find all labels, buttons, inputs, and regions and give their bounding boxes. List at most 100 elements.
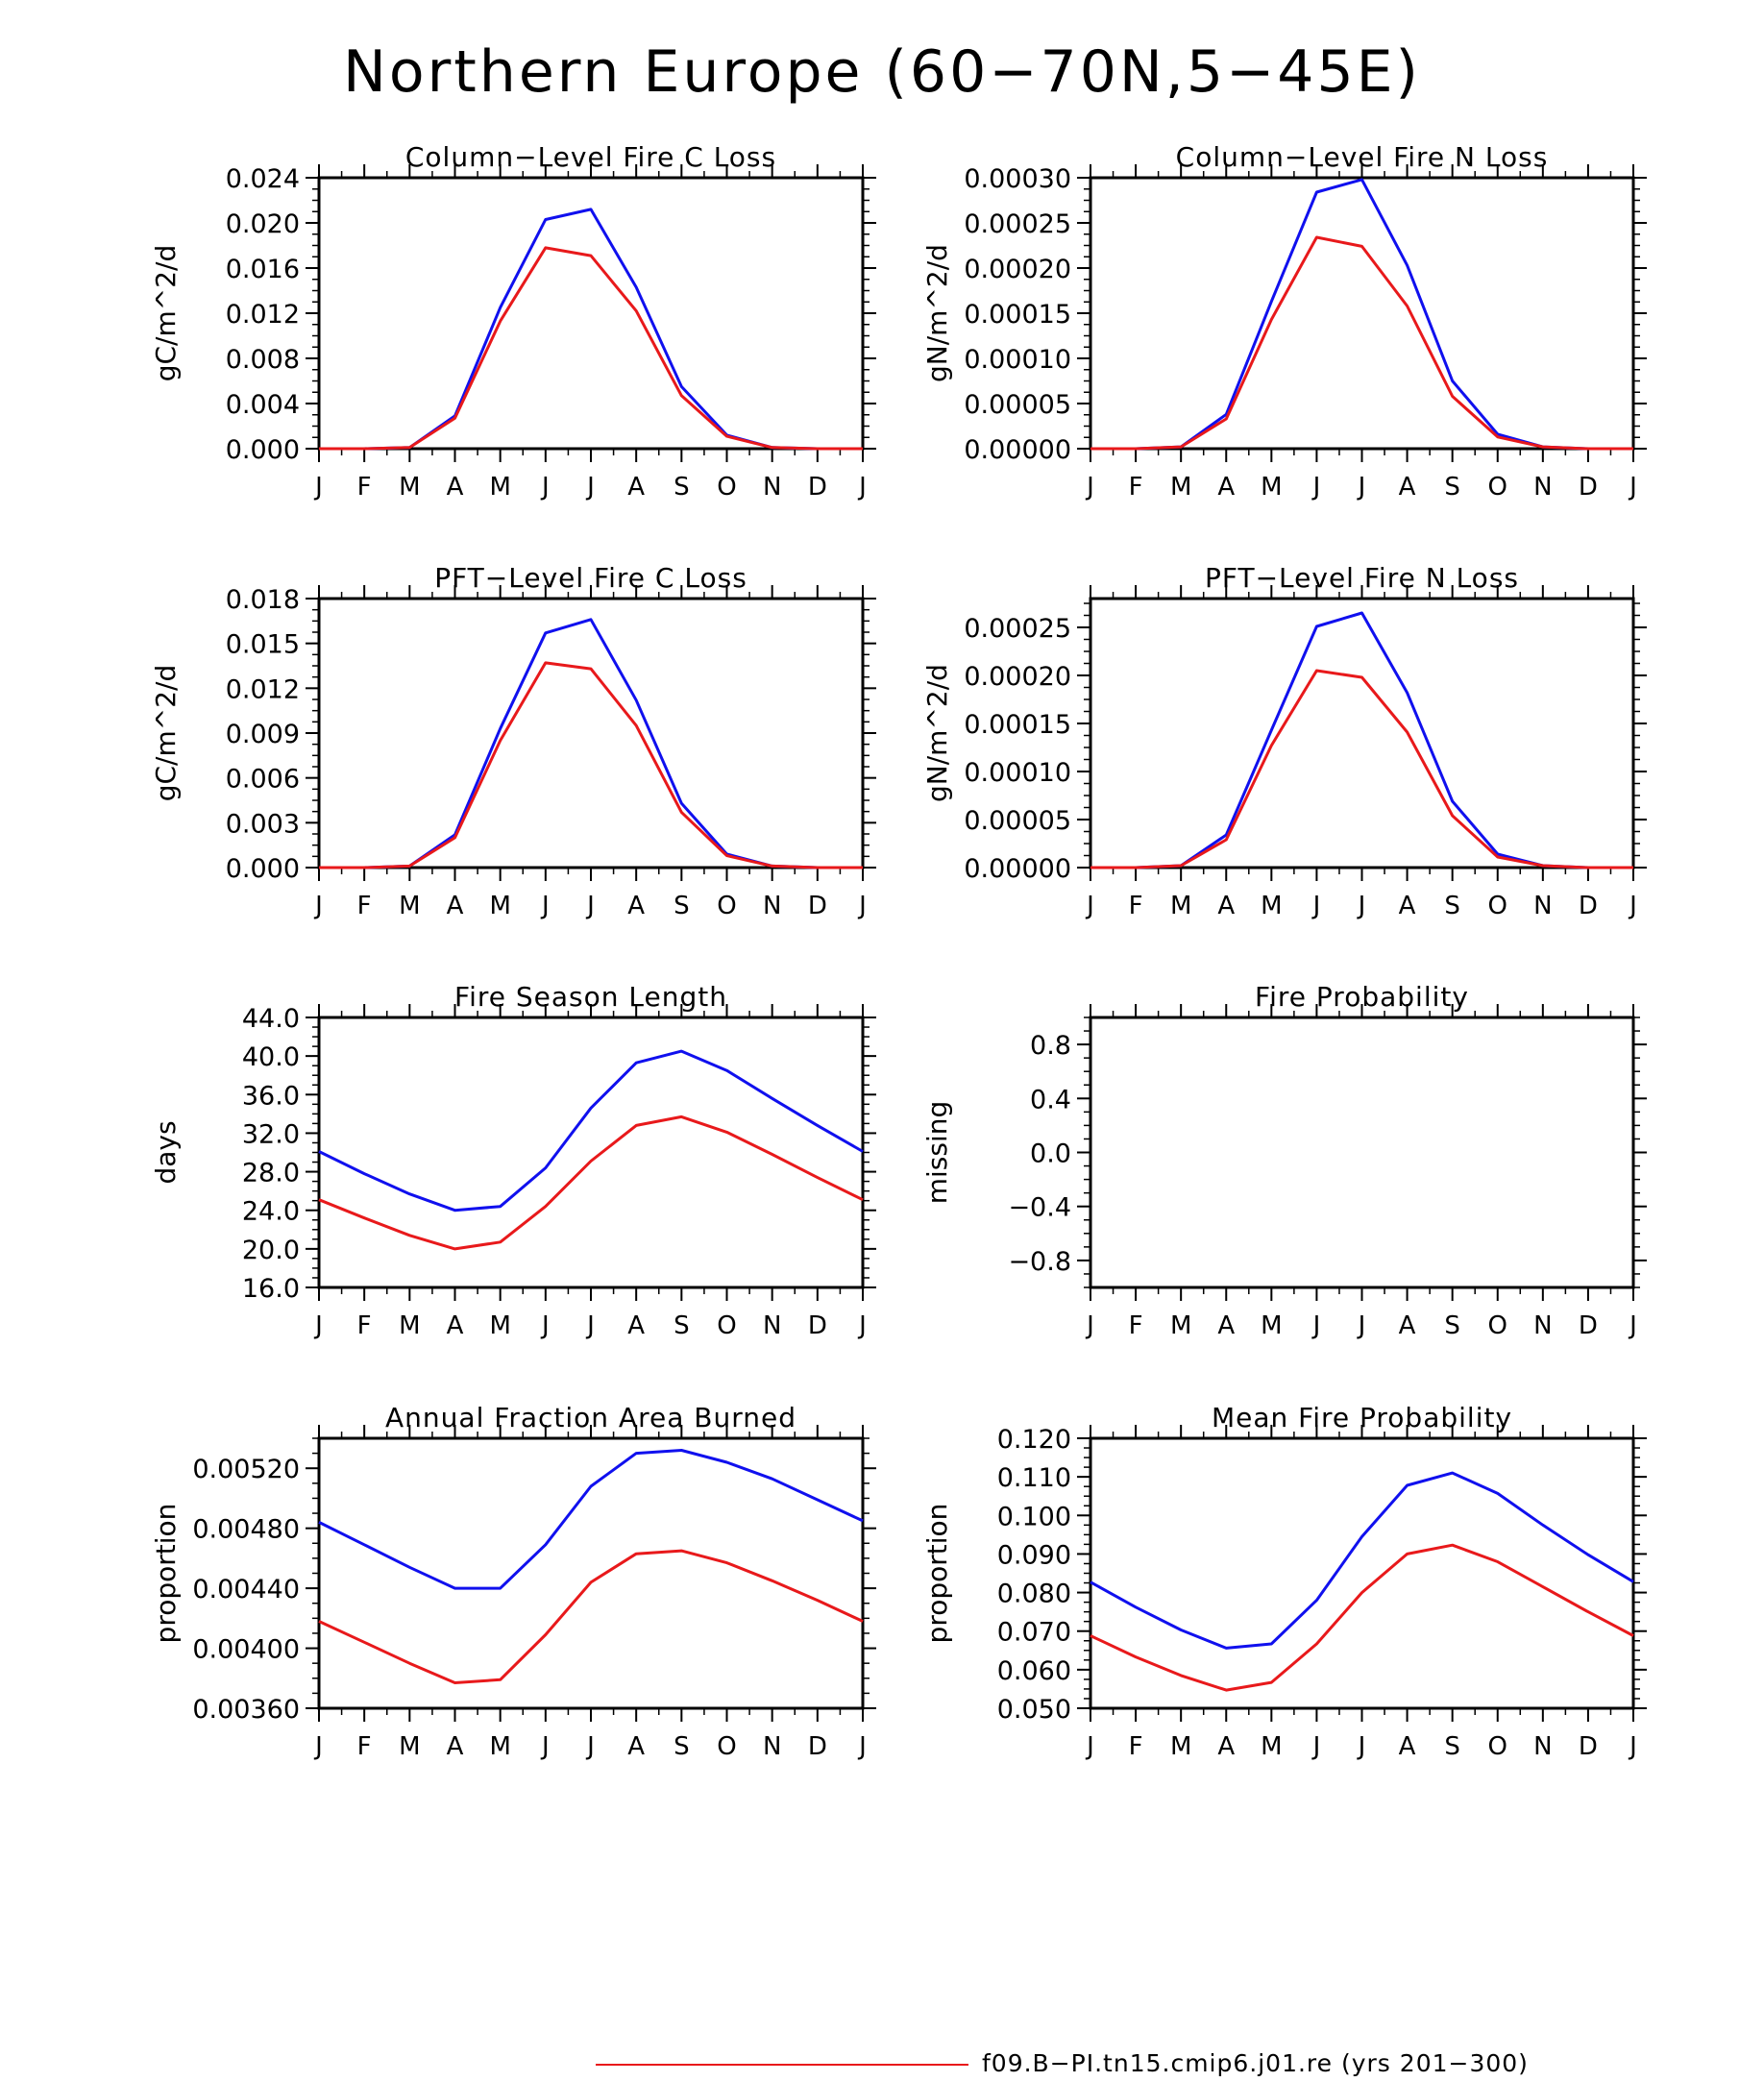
- chart-title: PFT−Level Fire N Loss: [1205, 562, 1519, 594]
- chart-title: PFT−Level Fire C Loss: [434, 562, 747, 594]
- x-tick-label: A: [1399, 473, 1416, 502]
- x-tick-label: M: [1261, 892, 1282, 920]
- y-tick-label: 0.006: [226, 765, 300, 795]
- y-tick-label: 0.080: [997, 1580, 1071, 1609]
- x-tick-label: O: [1488, 1311, 1507, 1340]
- x-tick-label: J: [1311, 1732, 1321, 1761]
- x-tick-label: M: [399, 1311, 420, 1340]
- y-tick-label: 0.008: [226, 345, 300, 375]
- y-tick-label: 0.000: [226, 435, 300, 465]
- x-tick-label: A: [447, 1732, 464, 1761]
- y-tick-label: −0.4: [1008, 1193, 1071, 1223]
- x-tick-label: O: [717, 1311, 736, 1340]
- x-tick-label: M: [1170, 892, 1191, 920]
- chart-panel-3: J F M A M J J A S O N D J0.0000.0030.0060.0090.0120.…: [150, 562, 876, 920]
- y-tick-label: 0.020: [226, 209, 300, 239]
- x-tick-label: D: [1579, 1311, 1598, 1340]
- y-axis-label: gC/m^2/d: [150, 665, 182, 802]
- y-tick-label: 0.0: [1030, 1139, 1071, 1169]
- x-tick-label: S: [1444, 892, 1460, 920]
- chart-title: Column−Level Fire N Loss: [1176, 141, 1549, 173]
- x-tick-label: D: [808, 892, 827, 920]
- x-tick-label: A: [1217, 473, 1235, 502]
- plot-frame: [1089, 1016, 1635, 1289]
- x-tick-label: M: [399, 473, 420, 502]
- x-tick-label: M: [399, 1732, 420, 1761]
- series-line-1: [318, 1449, 864, 1590]
- y-tick-label: 0.00010: [964, 758, 1071, 788]
- x-tick-label: M: [489, 1732, 510, 1761]
- x-tick-label: J: [313, 1732, 323, 1761]
- x-tick-label: J: [540, 1732, 550, 1761]
- x-tick-label: F: [1129, 1732, 1143, 1761]
- x-tick-label: A: [1399, 1732, 1416, 1761]
- y-tick-label: 0.070: [997, 1618, 1071, 1648]
- y-tick-label: 0.8: [1030, 1031, 1071, 1061]
- chart-panel-5: J F M A M J J A S O N D J16.020.024.028.032.036.040.…: [150, 981, 876, 1340]
- x-tick-label: J: [1311, 473, 1321, 502]
- y-tick-label: 20.0: [242, 1236, 300, 1265]
- y-tick-label: 36.0: [242, 1081, 300, 1111]
- y-tick-label: 0.110: [997, 1463, 1071, 1493]
- y-tick-label: 0.00440: [192, 1575, 300, 1604]
- x-tick-label: N: [763, 892, 781, 920]
- y-tick-label: 0.00010: [964, 345, 1071, 375]
- x-tick-label: N: [763, 473, 781, 502]
- plot-frame: [1089, 597, 1635, 870]
- x-tick-label: F: [357, 1732, 372, 1761]
- x-tick-label: J: [313, 1311, 323, 1340]
- series-line-2: [319, 661, 863, 870]
- plot-frame: [1089, 176, 1635, 451]
- x-tick-label: M: [1261, 1732, 1282, 1761]
- series-line-2: [1090, 669, 1633, 870]
- y-tick-label: 0.00000: [964, 854, 1071, 884]
- y-tick-label: 0.00015: [964, 710, 1071, 740]
- x-tick-label: F: [357, 473, 372, 502]
- y-tick-label: 0.000: [226, 854, 300, 884]
- series-line-2: [1090, 1543, 1634, 1692]
- y-tick-label: 0.120: [997, 1425, 1071, 1455]
- x-tick-label: A: [1399, 892, 1416, 920]
- x-tick-label: J: [1357, 1311, 1366, 1340]
- x-tick-label: M: [489, 1311, 510, 1340]
- y-tick-label: 0.012: [226, 300, 300, 330]
- y-tick-label: 0.00020: [964, 255, 1071, 284]
- x-tick-label: J: [585, 1311, 595, 1340]
- y-tick-label: 0.00030: [964, 164, 1071, 194]
- x-tick-label: F: [357, 1311, 372, 1340]
- x-tick-label: D: [808, 473, 827, 502]
- chart-title: Mean Fire Probability: [1212, 1402, 1512, 1433]
- x-tick-label: A: [627, 892, 645, 920]
- x-tick-label: S: [674, 1732, 690, 1761]
- x-tick-label: D: [1579, 1732, 1598, 1761]
- chart-title: Fire Probability: [1255, 981, 1469, 1013]
- x-tick-label: O: [717, 892, 736, 920]
- x-tick-label: F: [357, 892, 372, 920]
- x-tick-label: F: [1129, 1311, 1143, 1340]
- chart-title: Annual Fraction Area Burned: [385, 1402, 796, 1433]
- y-tick-label: 0.003: [226, 809, 300, 839]
- x-tick-label: J: [857, 1311, 867, 1340]
- chart-panel-4: J F M A M J J A S O N D J0.000000.000050.000100.0001…: [921, 562, 1647, 920]
- y-tick-label: 0.00400: [192, 1635, 300, 1665]
- x-tick-label: A: [1217, 1732, 1235, 1761]
- x-tick-label: J: [585, 892, 595, 920]
- x-tick-label: J: [585, 473, 595, 502]
- x-tick-label: N: [1533, 1311, 1552, 1340]
- y-axis-label: gN/m^2/d: [921, 664, 953, 802]
- legend-label: f09.B−PI.tn15.cmip6.j01.re (yrs 201−300): [982, 2049, 1529, 2077]
- x-tick-label: M: [399, 892, 420, 920]
- x-tick-label: O: [717, 473, 736, 502]
- x-tick-label: J: [1085, 1732, 1094, 1761]
- plot-frame: [317, 176, 865, 451]
- series-line-2: [1090, 235, 1633, 451]
- y-tick-label: 40.0: [242, 1042, 300, 1072]
- y-tick-label: 0.012: [226, 674, 300, 704]
- x-tick-label: A: [1399, 1311, 1416, 1340]
- x-tick-label: M: [1261, 473, 1282, 502]
- x-tick-label: S: [674, 473, 690, 502]
- x-tick-label: M: [1170, 1311, 1191, 1340]
- x-tick-label: J: [1085, 892, 1094, 920]
- x-tick-label: J: [313, 892, 323, 920]
